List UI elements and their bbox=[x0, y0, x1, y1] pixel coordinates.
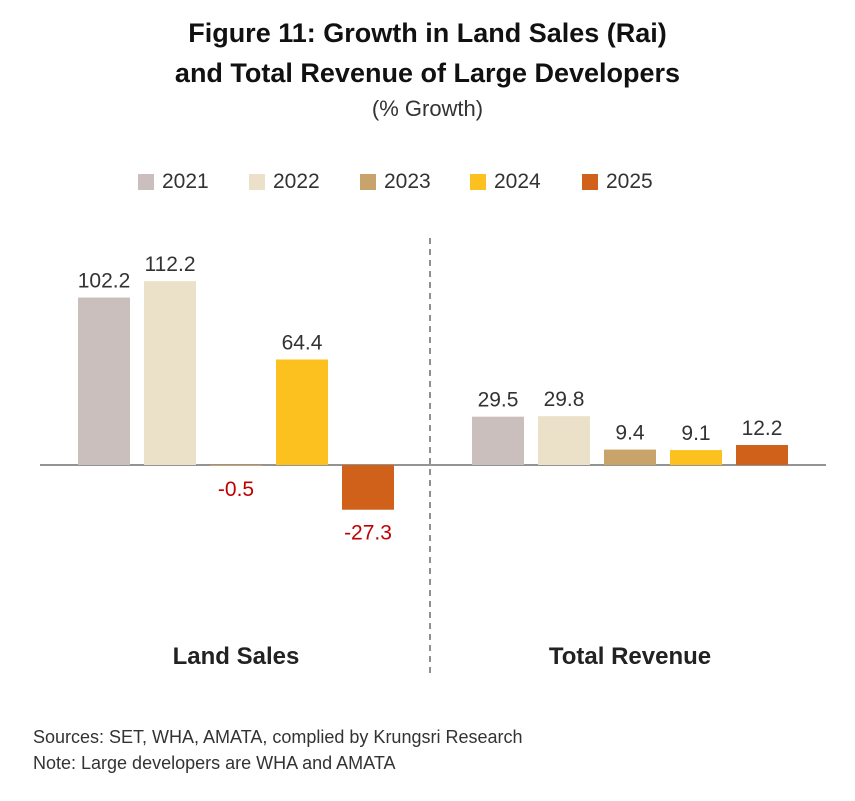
data-label-total-revenue-2022: 29.8 bbox=[544, 388, 585, 411]
data-label-land-sales-2025: -27.3 bbox=[344, 522, 392, 545]
note-text: Note: Large developers are WHA and AMATA bbox=[33, 753, 396, 773]
legend-swatch-2024 bbox=[470, 174, 486, 190]
bar-total-revenue-2023 bbox=[604, 449, 656, 465]
legend-label-2025: 2025 bbox=[606, 170, 653, 193]
legend-item-2023: 2023 bbox=[360, 170, 431, 194]
data-label-total-revenue-2025: 12.2 bbox=[742, 417, 783, 440]
chart-subtitle: (% Growth) bbox=[371, 96, 484, 121]
category-label-land-sales: Land Sales bbox=[173, 643, 300, 670]
legend-item-2022: 2022 bbox=[249, 170, 320, 194]
bar-total-revenue-2025 bbox=[736, 445, 788, 465]
sources-text: Sources: SET, WHA, AMATA, complied by Kr… bbox=[33, 727, 523, 747]
bar-land-sales-2024 bbox=[276, 359, 328, 465]
bar-land-sales-2025 bbox=[342, 465, 394, 510]
data-label-land-sales-2021: 102.2 bbox=[78, 270, 131, 293]
legend-label-2023: 2023 bbox=[384, 170, 431, 193]
legend-label-2022: 2022 bbox=[273, 170, 320, 193]
bars-layer bbox=[78, 281, 788, 510]
chart-title-line1: Figure 11: Growth in Land Sales (Rai) bbox=[188, 18, 667, 48]
data-label-land-sales-2023: -0.5 bbox=[218, 478, 254, 501]
data-label-land-sales-2022: 112.2 bbox=[145, 253, 196, 276]
bar-land-sales-2023 bbox=[210, 465, 262, 466]
bar-total-revenue-2024 bbox=[670, 450, 722, 465]
data-label-land-sales-2024: 64.4 bbox=[282, 331, 323, 354]
bar-total-revenue-2021 bbox=[472, 416, 524, 465]
legend-label-2024: 2024 bbox=[494, 170, 541, 193]
legend-swatch-2021 bbox=[138, 174, 154, 190]
data-labels-layer: 102.2 112.2 -0.5 64.4 -27.3 29.5 29.8 9.4 9.1 12.… bbox=[78, 253, 783, 545]
legend-item-2021: 2021 bbox=[138, 170, 209, 194]
data-label-total-revenue-2021: 29.5 bbox=[478, 389, 519, 412]
data-label-total-revenue-2023: 9.4 bbox=[615, 422, 645, 445]
chart-title-line2: and Total Revenue of Large Developers bbox=[174, 58, 681, 88]
legend-swatch-2023 bbox=[360, 174, 376, 190]
legend-item-2024: 2024 bbox=[470, 170, 541, 194]
category-label-total-revenue: Total Revenue bbox=[549, 643, 711, 670]
bar-land-sales-2021 bbox=[78, 297, 130, 465]
legend-swatch-2025 bbox=[582, 174, 598, 190]
data-label-total-revenue-2024: 9.1 bbox=[681, 422, 710, 445]
bar-total-revenue-2022 bbox=[538, 416, 590, 465]
legend-label-2021: 2021 bbox=[162, 170, 209, 193]
legend-item-2025: 2025 bbox=[582, 170, 653, 194]
bar-land-sales-2022 bbox=[144, 281, 196, 465]
legend-swatch-2022 bbox=[249, 174, 265, 190]
